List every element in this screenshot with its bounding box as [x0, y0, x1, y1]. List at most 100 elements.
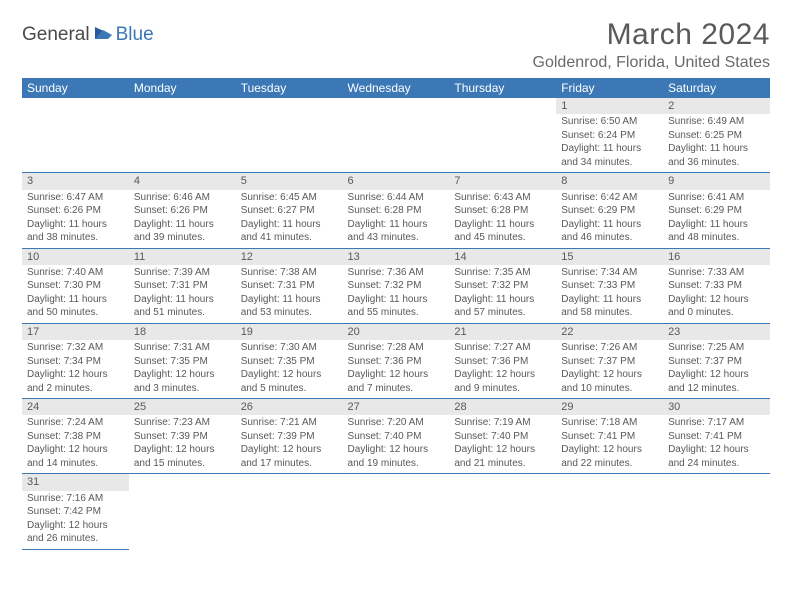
day-info-line: Sunrise: 7:34 AM	[561, 266, 658, 280]
day-info-line: Sunset: 7:31 PM	[241, 279, 338, 293]
day-cell	[236, 98, 343, 173]
day-info-line: Sunrise: 7:40 AM	[27, 266, 124, 280]
day-info-line: Sunrise: 7:18 AM	[561, 416, 658, 430]
header: General Blue March 2024 Goldenrod, Flori…	[22, 18, 770, 72]
logo-text-blue: Blue	[116, 24, 154, 46]
day-number: 22	[556, 324, 663, 340]
day-number: 8	[556, 173, 663, 189]
day-info-line: Sunset: 7:30 PM	[27, 279, 124, 293]
day-cell: 10Sunrise: 7:40 AMSunset: 7:30 PMDayligh…	[22, 248, 129, 323]
day-number: 3	[22, 173, 129, 189]
day-info-line: Sunrise: 7:26 AM	[561, 341, 658, 355]
day-info-line: Sunrise: 7:21 AM	[241, 416, 338, 430]
day-info-line: Sunset: 7:42 PM	[27, 505, 124, 519]
week-row: 31 Sunrise: 7:16 AMSunset: 7:42 PMDayligh…	[22, 474, 770, 549]
day-info-line: Sunrise: 7:32 AM	[27, 341, 124, 355]
day-info: Sunrise: 7:40 AMSunset: 7:30 PMDaylight:…	[22, 265, 129, 323]
day-info-line: and 55 minutes.	[348, 306, 445, 320]
day-info-line: Daylight: 12 hours	[348, 443, 445, 457]
day-cell: 3Sunrise: 6:47 AMSunset: 6:26 PMDaylight…	[22, 173, 129, 248]
day-info-line: Sunrise: 7:20 AM	[348, 416, 445, 430]
day-info: Sunrise: 7:27 AMSunset: 7:36 PMDaylight:…	[449, 340, 556, 398]
day-info-line: Sunrise: 6:42 AM	[561, 191, 658, 205]
day-info-line: Sunrise: 7:31 AM	[134, 341, 231, 355]
day-cell: 29Sunrise: 7:18 AMSunset: 7:41 PMDayligh…	[556, 399, 663, 474]
day-cell	[343, 474, 450, 549]
day-info-line: Sunset: 7:41 PM	[561, 430, 658, 444]
day-info-line: and 39 minutes.	[134, 231, 231, 245]
day-number: 23	[663, 324, 770, 340]
day-info: Sunrise: 7:23 AMSunset: 7:39 PMDaylight:…	[129, 415, 236, 473]
day-cell: 15Sunrise: 7:34 AMSunset: 7:33 PMDayligh…	[556, 248, 663, 323]
day-info: Sunrise: 7:33 AMSunset: 7:33 PMDaylight:…	[663, 265, 770, 323]
day-cell	[236, 474, 343, 549]
day-info-line: Sunset: 7:40 PM	[454, 430, 551, 444]
day-info-line: Daylight: 11 hours	[134, 218, 231, 232]
logo: General Blue	[22, 18, 154, 46]
day-info-line: and 5 minutes.	[241, 382, 338, 396]
weekday-header: Sunday	[22, 78, 129, 98]
day-info-line: Sunrise: 6:50 AM	[561, 115, 658, 129]
day-cell: 17Sunrise: 7:32 AMSunset: 7:34 PMDayligh…	[22, 323, 129, 398]
day-number: 20	[343, 324, 450, 340]
day-info-line: Sunset: 6:27 PM	[241, 204, 338, 218]
day-info-line: Sunrise: 7:30 AM	[241, 341, 338, 355]
day-number: 31	[22, 474, 129, 490]
day-info-line: and 34 minutes.	[561, 156, 658, 170]
day-info-line: Daylight: 11 hours	[561, 293, 658, 307]
day-info-line: Daylight: 12 hours	[27, 443, 124, 457]
day-info-line: Sunset: 7:31 PM	[134, 279, 231, 293]
day-cell	[663, 474, 770, 549]
day-number: 15	[556, 249, 663, 265]
day-cell: 8Sunrise: 6:42 AMSunset: 6:29 PMDaylight…	[556, 173, 663, 248]
day-info-line: and 53 minutes.	[241, 306, 338, 320]
day-cell: 28Sunrise: 7:19 AMSunset: 7:40 PMDayligh…	[449, 399, 556, 474]
day-info-line: and 21 minutes.	[454, 457, 551, 471]
day-number: 9	[663, 173, 770, 189]
calendar-table: Sunday Monday Tuesday Wednesday Thursday…	[22, 78, 770, 550]
day-info-line: and 22 minutes.	[561, 457, 658, 471]
day-info-line: and 51 minutes.	[134, 306, 231, 320]
day-info: Sunrise: 6:45 AMSunset: 6:27 PMDaylight:…	[236, 190, 343, 248]
day-info-line: Sunrise: 7:25 AM	[668, 341, 765, 355]
week-row: 3Sunrise: 6:47 AMSunset: 6:26 PMDaylight…	[22, 173, 770, 248]
day-info-line: Sunset: 7:36 PM	[348, 355, 445, 369]
day-info: Sunrise: 7:35 AMSunset: 7:32 PMDaylight:…	[449, 265, 556, 323]
day-info-line: Sunrise: 7:16 AM	[27, 492, 124, 506]
day-info: Sunrise: 7:26 AMSunset: 7:37 PMDaylight:…	[556, 340, 663, 398]
day-cell: 5Sunrise: 6:45 AMSunset: 6:27 PMDaylight…	[236, 173, 343, 248]
day-info-line: and 45 minutes.	[454, 231, 551, 245]
day-info-line: Sunset: 7:39 PM	[241, 430, 338, 444]
day-number: 30	[663, 399, 770, 415]
day-number: 16	[663, 249, 770, 265]
day-info-line: Daylight: 11 hours	[241, 218, 338, 232]
day-info-line: Daylight: 12 hours	[668, 443, 765, 457]
day-info-line: Sunset: 7:37 PM	[668, 355, 765, 369]
day-info: Sunrise: 7:32 AMSunset: 7:34 PMDaylight:…	[22, 340, 129, 398]
day-cell: 13Sunrise: 7:36 AMSunset: 7:32 PMDayligh…	[343, 248, 450, 323]
day-info-line: and 43 minutes.	[348, 231, 445, 245]
day-info-line: and 2 minutes.	[27, 382, 124, 396]
day-info-line: and 10 minutes.	[561, 382, 658, 396]
day-cell: 21Sunrise: 7:27 AMSunset: 7:36 PMDayligh…	[449, 323, 556, 398]
day-info-line: Daylight: 12 hours	[134, 443, 231, 457]
day-info-line: Daylight: 12 hours	[27, 519, 124, 533]
day-cell: 11Sunrise: 7:39 AMSunset: 7:31 PMDayligh…	[129, 248, 236, 323]
day-info: Sunrise: 7:21 AMSunset: 7:39 PMDaylight:…	[236, 415, 343, 473]
day-number: 12	[236, 249, 343, 265]
day-info-line: Daylight: 12 hours	[561, 368, 658, 382]
day-info-line: Sunrise: 7:23 AM	[134, 416, 231, 430]
day-info-line: Daylight: 12 hours	[134, 368, 231, 382]
day-info-line: and 14 minutes.	[27, 457, 124, 471]
day-info-line: and 9 minutes.	[454, 382, 551, 396]
day-info-line: Sunrise: 7:17 AM	[668, 416, 765, 430]
day-cell	[129, 474, 236, 549]
day-info-line: Sunrise: 7:28 AM	[348, 341, 445, 355]
day-number: 18	[129, 324, 236, 340]
day-info-line: and 12 minutes.	[668, 382, 765, 396]
day-info-line: and 7 minutes.	[348, 382, 445, 396]
day-info: Sunrise: 7:31 AMSunset: 7:35 PMDaylight:…	[129, 340, 236, 398]
day-info-line: Sunrise: 6:45 AM	[241, 191, 338, 205]
day-info: Sunrise: 6:49 AMSunset: 6:25 PMDaylight:…	[663, 114, 770, 172]
day-info-line: and 41 minutes.	[241, 231, 338, 245]
